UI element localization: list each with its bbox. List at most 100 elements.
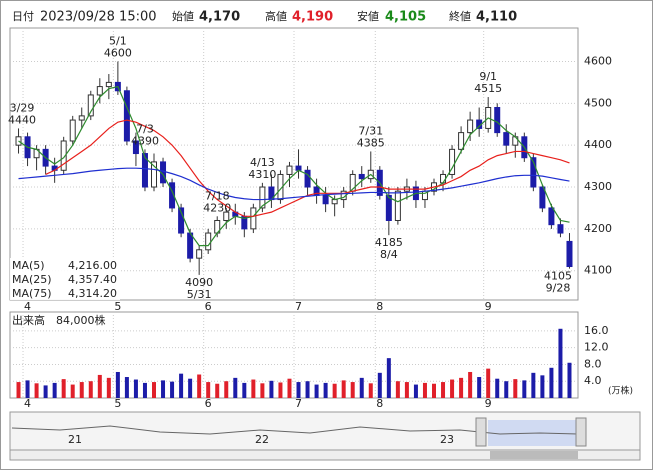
scrollbar-thumb[interactable] [490,451,578,459]
volume-bar [133,379,138,398]
volume-bar [16,382,21,398]
x-tick-label: 8 [376,397,383,410]
volume-bar [233,377,238,398]
candle-body [105,81,112,88]
legend-name: MA(75) [12,287,52,300]
navigator-year: 23 [440,433,454,446]
x-tick-label: 7 [295,397,302,410]
high-value: 4,190 [292,10,333,25]
volume-bar [97,374,102,398]
volume-bar [25,380,30,398]
legend-value: 4,357.40 [68,273,117,286]
volume-bar [287,378,292,398]
volume-bar [468,371,473,398]
annotation-value: 4600 [104,46,132,59]
volume-bar [115,371,120,398]
candle-body [304,169,311,188]
volume-bar [43,385,48,398]
annotation-date: 7/18 [205,189,230,202]
volume-bar [215,383,220,398]
volume-bar [106,377,111,398]
volume-bar [188,378,193,398]
volume-bar [124,377,129,398]
scrollbar[interactable] [9,449,641,461]
volume-bar [513,379,518,398]
candle-body [286,165,293,175]
volume-bar [404,382,409,398]
navigator-line [11,425,579,435]
candle-body [467,119,474,134]
datetime: 2023/09/28 15:00 [40,10,157,25]
annotation-date: 8/4 [380,248,398,261]
volume-bar [305,381,310,398]
annotation-value: 4310 [248,168,276,181]
volume-bar [142,382,147,398]
legend-name: MA(25) [12,273,52,286]
annotation-value: 4385 [357,136,385,149]
open-value: 4,170 [199,10,240,25]
x-tick-label: 9 [485,397,492,410]
navigator-handle-left[interactable] [475,417,487,447]
candle-body [331,199,338,205]
x-tick-label: 5 [114,300,121,313]
volume-bar [459,377,464,398]
volume-bar [170,381,175,398]
annotation-date: 7/3 [136,122,154,135]
volume-value: 84,000株 [56,313,106,327]
candle-body [358,173,365,180]
x-tick-label: 6 [205,397,212,410]
volume-bar [224,381,229,398]
volume-bar [422,382,427,398]
annotation-date: 4/13 [250,156,275,169]
volume-bar [269,380,274,398]
x-tick-label: 5 [114,397,121,410]
y-tick-label: 4400 [584,138,612,151]
candle-body [449,148,456,175]
annotation-value: 4090 [185,276,213,289]
candle-body [196,249,203,259]
candle-body [151,161,157,188]
candle-body [566,240,573,268]
candle-body [69,119,76,142]
legend-value: 4,314.20 [68,287,117,300]
ma-line [18,85,570,247]
volume-bar [441,382,446,398]
x-tick-label: 9 [485,300,492,313]
y-tick-label: 4600 [584,54,612,67]
volume-bar [161,380,166,398]
volume-bar [34,383,39,398]
navigator-handle-right[interactable] [575,417,587,447]
volume-bar [314,384,319,398]
volume-bar [251,379,256,398]
candle-body [205,232,212,251]
annotation-date: 5/1 [109,34,127,47]
annotation-value: 4230 [203,201,231,214]
x-tick-label: 8 [376,300,383,313]
x-tick-label: 7 [295,300,302,313]
date-label: 日付 [12,10,34,23]
volume-bar [549,367,554,398]
volume-bar [395,381,400,398]
candle-body [169,182,176,209]
open-label: 始値 [172,9,194,23]
volume-bar [432,383,436,398]
candle-body [96,86,103,96]
close-label: 終値 [449,9,471,23]
candle-body [394,190,401,221]
volume-bar [377,372,382,398]
volume-bar [558,328,563,398]
volume-bar [540,375,545,398]
volume-bar [477,377,482,398]
volume-bar [386,358,391,398]
x-tick-label: 6 [205,300,212,313]
candle-body [458,132,465,150]
candle-body [385,194,392,221]
volume-bar [522,380,527,398]
volume-title: 出来高 [12,313,45,327]
volume-bar [332,383,337,398]
volume-bar [179,373,184,398]
annotation-date: 5/31 [187,288,212,301]
legend-name: MA(5) [12,259,45,272]
candle-body [250,207,257,230]
